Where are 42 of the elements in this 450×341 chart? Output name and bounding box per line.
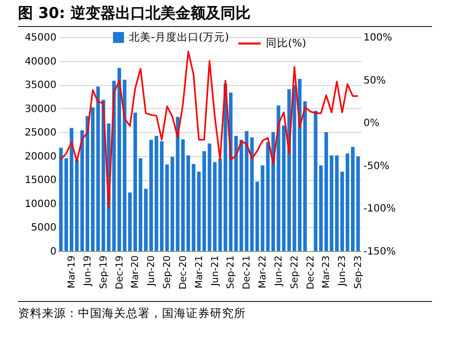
y-tick-label: 10000 (24, 198, 56, 210)
legend-label: 同比(%) (266, 36, 306, 50)
y-tick-label: 15000 (24, 175, 56, 186)
x-tick-label: Mar-22 (258, 256, 269, 288)
x-tick-label: Sep-22 (289, 256, 300, 289)
y2-tick-label: 100% (364, 32, 392, 44)
line-series (60, 50, 359, 209)
x-tick-label: Jun-22 (273, 256, 284, 287)
x-tick-label: Mar-23 (321, 256, 332, 288)
x-tick-label: Mar-20 (130, 256, 142, 288)
x-tick-label: Dec-19 (114, 256, 126, 290)
y2-tick-label: -50% (364, 160, 390, 172)
x-tick-label: Dec-21 (242, 256, 253, 290)
x-tick-label: Dec-22 (305, 256, 316, 290)
y-tick-label: 30000 (24, 104, 56, 115)
y2-tick-label: 50% (364, 75, 386, 86)
y2-tick-label: 0% (364, 118, 380, 130)
bar (356, 156, 360, 251)
chart-title: 图 30: 逆变器出口北美金额及同比 (18, 4, 432, 27)
x-tick-label: Mar-19 (66, 256, 78, 288)
y-tick-label: 20000 (24, 151, 56, 162)
legend-label: 北美-月度出口(万元) (129, 30, 229, 44)
x-tick-label: Jun-19 (82, 256, 94, 287)
x-tick-label: Jun-23 (337, 256, 348, 287)
x-tick-label: Mar-21 (194, 256, 205, 288)
y-tick-label: 40000 (24, 56, 56, 68)
x-tick-label: Sep-19 (98, 256, 110, 289)
x-tick-label: Jun-20 (146, 256, 158, 287)
y-tick-label: 35000 (24, 80, 56, 92)
y-tick-label: 45000 (24, 32, 56, 44)
y2-tick-label: -150% (364, 246, 396, 258)
x-tick-label: Jun-21 (210, 256, 221, 287)
y-tick-label: 5000 (31, 222, 56, 234)
bar (59, 148, 63, 251)
text: 资料来源：中国海关总署，国海证券研究所 (18, 301, 432, 321)
y2-tick-label: -100% (364, 204, 396, 215)
x-tick-label: Sep-21 (226, 256, 237, 289)
x-tick-label: Sep-23 (353, 256, 364, 289)
x-tick-label: Dec-20 (178, 256, 189, 290)
y-tick-label: 25000 (24, 128, 56, 139)
y-tick-label: 0 (50, 246, 56, 258)
x-tick-label: Sep-20 (162, 256, 174, 289)
